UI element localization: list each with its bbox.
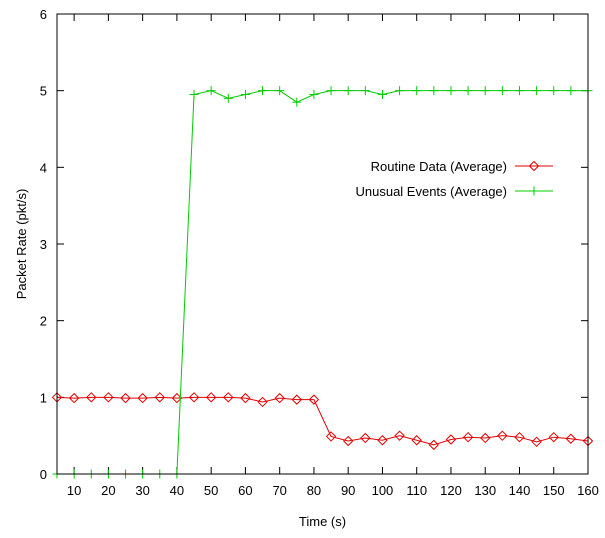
data-point	[446, 86, 456, 96]
y-axis-label: Packet Rate (pkt/s)	[14, 189, 29, 300]
data-point	[325, 431, 337, 442]
data-point	[205, 392, 217, 403]
x-tick-label: 140	[509, 483, 531, 498]
data-point	[258, 86, 268, 96]
data-point	[309, 90, 319, 99]
data-point	[223, 392, 234, 403]
data-point	[532, 86, 542, 96]
x-tick-label: 70	[272, 483, 286, 498]
data-point	[326, 86, 336, 96]
data-point	[274, 392, 285, 404]
y-tick-label: 1	[40, 390, 47, 405]
series-0	[51, 392, 594, 451]
data-point	[395, 86, 405, 96]
data-point	[257, 396, 268, 408]
data-point	[445, 434, 457, 445]
legend-swatch-marker	[529, 186, 539, 196]
data-point	[463, 86, 473, 96]
y-tick-label: 3	[40, 237, 47, 252]
data-point	[223, 93, 233, 103]
data-point	[428, 439, 440, 451]
y-tick-label: 5	[40, 84, 47, 99]
data-point	[189, 90, 199, 99]
x-axis-label: Time (s)	[299, 514, 346, 529]
data-point	[497, 86, 507, 96]
data-point	[120, 392, 131, 404]
data-point	[531, 436, 542, 448]
data-point	[103, 392, 114, 403]
legend-entry-label: Routine Data (Average)	[371, 159, 507, 174]
data-point	[480, 432, 491, 444]
data-point	[68, 392, 80, 404]
axis-ticks: 10 20 30 40 50 60 70 80 90 100 110 120 130 140 150 160 0…	[40, 7, 599, 498]
y-tick-label: 0	[40, 467, 47, 482]
x-tick-label: 150	[543, 483, 565, 498]
data-point	[137, 392, 148, 404]
data-point	[514, 431, 525, 443]
series-layer	[51, 86, 594, 479]
x-tick-label: 20	[101, 483, 115, 498]
data-point	[342, 435, 354, 447]
x-tick-label: 90	[341, 483, 355, 498]
data-point	[549, 86, 559, 96]
data-point	[240, 90, 250, 99]
x-tick-label: 80	[307, 483, 321, 498]
data-point	[565, 433, 577, 444]
data-point	[308, 394, 320, 405]
plot-frame	[56, 13, 589, 475]
legend-entry-label: Unusual Events (Average)	[355, 184, 507, 199]
data-point	[411, 435, 422, 446]
x-tick-label: 50	[204, 483, 218, 498]
y-tick-label: 6	[40, 7, 47, 22]
data-point	[377, 435, 388, 446]
data-point	[206, 86, 216, 96]
x-tick-label: 120	[440, 483, 462, 498]
y-tick-label: 4	[40, 160, 47, 175]
legend: Routine Data (Average) Unusual Events (Av…	[355, 159, 553, 199]
legend-swatch-marker	[528, 160, 540, 172]
data-point	[377, 90, 387, 99]
data-point	[360, 86, 370, 96]
data-point	[497, 430, 508, 441]
data-point	[514, 86, 524, 96]
data-point	[240, 392, 251, 404]
series-1	[52, 86, 593, 479]
x-tick-label: 40	[170, 483, 184, 498]
data-point	[566, 86, 576, 96]
series-line	[57, 90, 588, 475]
data-point	[86, 392, 97, 403]
y-tick-label: 2	[40, 314, 47, 329]
data-point	[275, 86, 285, 96]
x-tick-label: 110	[406, 483, 427, 498]
x-tick-label: 130	[474, 483, 496, 498]
data-point	[548, 431, 559, 443]
data-point	[154, 392, 165, 403]
data-point	[291, 394, 303, 405]
data-point	[360, 432, 371, 444]
x-tick-label: 100	[372, 483, 394, 498]
x-tick-label: 30	[135, 483, 149, 498]
data-point	[480, 86, 490, 96]
data-point	[188, 392, 200, 403]
x-tick-label: 160	[577, 483, 599, 498]
data-point	[343, 86, 353, 96]
data-point	[462, 431, 474, 443]
data-point	[292, 97, 302, 107]
x-tick-label: 60	[238, 483, 252, 498]
x-tick-label: 10	[67, 483, 81, 498]
data-point	[429, 86, 439, 96]
data-point	[394, 430, 405, 441]
data-point	[412, 86, 422, 96]
series-line	[56, 396, 589, 446]
